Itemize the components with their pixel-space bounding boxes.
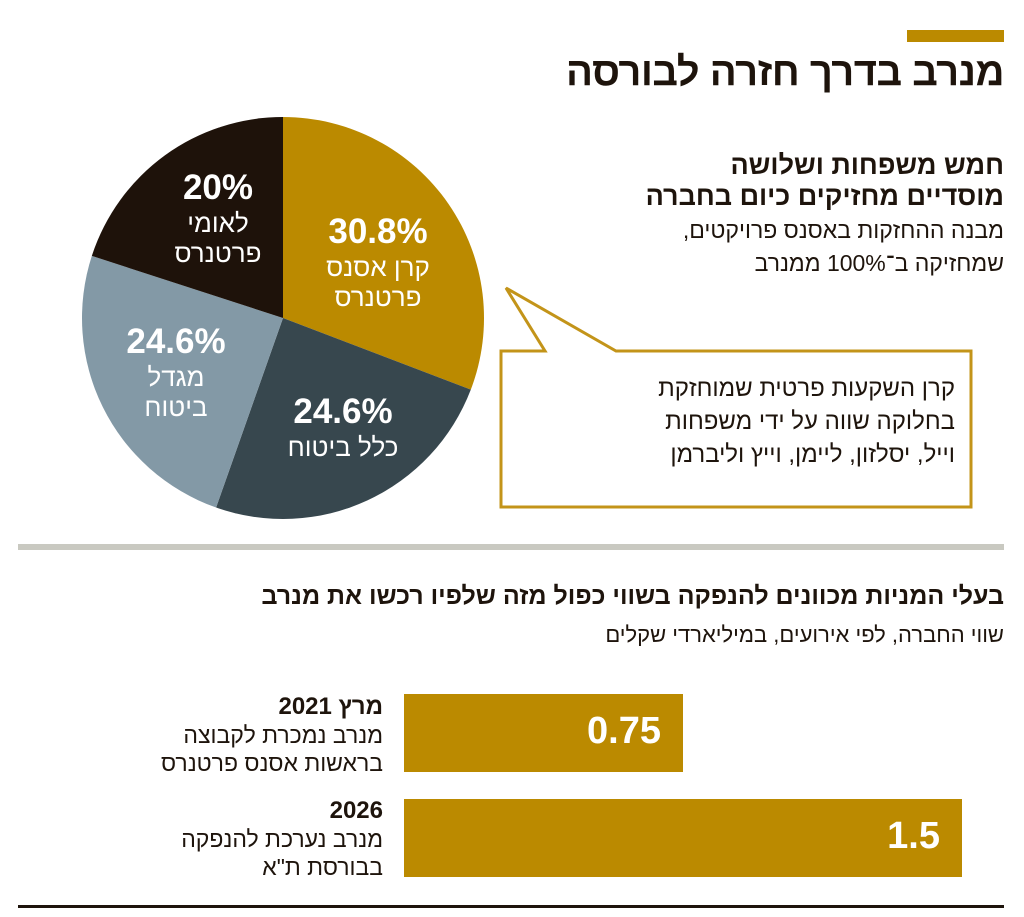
bar-heading: בעלי המניות מכוונים להנפקה בשווי כפול מז…: [261, 582, 1004, 610]
pie-label-essence: 30.8% קרן אסנס פרטנרס: [326, 212, 430, 312]
category-line: מנרב נערכת להנפקה: [181, 826, 383, 852]
callout-text: קרן השקעות פרטית שמוחזקת בחלוקה שווה על …: [535, 372, 955, 471]
category-line: מנרב נמכרת לקבוצה: [183, 722, 383, 748]
pie-value-label: 24.6%: [126, 322, 226, 361]
pie-name-label: פרטנרס: [174, 238, 262, 268]
category-title: מרץ 2021: [278, 693, 383, 720]
bar-category-2021: מרץ 2021 מנרב נמכרת לקבוצה בראשות אסנס פ…: [23, 692, 383, 777]
category-line: בבורסת ת"א: [262, 854, 383, 880]
callout-line: בחלוקה שווה על ידי משפחות: [665, 408, 955, 435]
pie-name-label: לאומי: [187, 208, 249, 238]
bar-category-2026: 2026 מנרב נערכת להנפקה בבורסת ת"א: [23, 796, 383, 881]
page-title: מנרב בדרך חזרה לבורסה: [565, 50, 1005, 94]
pie-name-label: מגדל: [147, 362, 205, 392]
pie-slice-0: [283, 117, 484, 390]
pie-description-line: שמחזיקה ב־100% ממנרב: [754, 250, 1004, 276]
pie-name-label: כלל ביטוח: [287, 432, 399, 462]
pie-label-leumi: 20% לאומי פרטנרס: [174, 168, 261, 268]
pie-value-label: 24.6%: [293, 392, 393, 431]
callout-line: קרן השקעות פרטית שמוחזקת: [658, 375, 955, 402]
pie-label-migdal: 24.6% מגדל ביטוח: [126, 322, 225, 422]
bar-2021: 0.75: [404, 694, 683, 772]
bar-value-label: 1.5: [887, 815, 940, 857]
callout-line: וייל, יסלזון, ליימן, וייץ וליברמן: [670, 441, 955, 468]
bottom-rule: [18, 905, 1004, 908]
pie-chart: [82, 117, 484, 519]
callout-box: [499, 286, 973, 509]
bar-2026: 1.5: [404, 799, 962, 877]
category-title: 2026: [329, 797, 383, 824]
pie-name-label: קרן אסנס: [326, 252, 430, 282]
pie-value-label: 20%: [182, 168, 254, 207]
title-accent-bar: [907, 30, 1004, 42]
pie-slice-3: [91, 117, 283, 318]
pie-slice-2: [82, 255, 283, 508]
pie-heading-line: מוסדיים מחזיקים כיום בחברה: [645, 181, 1004, 211]
pie-description: מבנה ההחזקות באסנס פרויקטים, שמחזיקה ב־1…: [683, 214, 1004, 280]
bar-subheading: שווי החברה, לפי אירועים, במיליארדי שקלים: [605, 622, 1004, 647]
pie-name-label: ביטוח: [144, 392, 208, 422]
section-divider: [18, 544, 1004, 550]
pie-slice-1: [216, 318, 471, 519]
bar-value-label: 0.75: [587, 710, 661, 752]
pie-label-clal: 24.6% כלל ביטוח: [288, 392, 399, 462]
category-line: בראשות אסנס פרטנרס: [161, 750, 383, 776]
pie-name-label: פרטנרס: [334, 282, 422, 312]
pie-heading: חמש משפחות ושלושה מוסדיים מחזיקים כיום ב…: [646, 150, 1004, 212]
pie-value-label: 30.8%: [328, 212, 428, 251]
pie-heading-line: חמש משפחות ושלושה: [730, 150, 1004, 180]
pie-description-line: מבנה ההחזקות באסנס פרויקטים,: [682, 217, 1004, 243]
